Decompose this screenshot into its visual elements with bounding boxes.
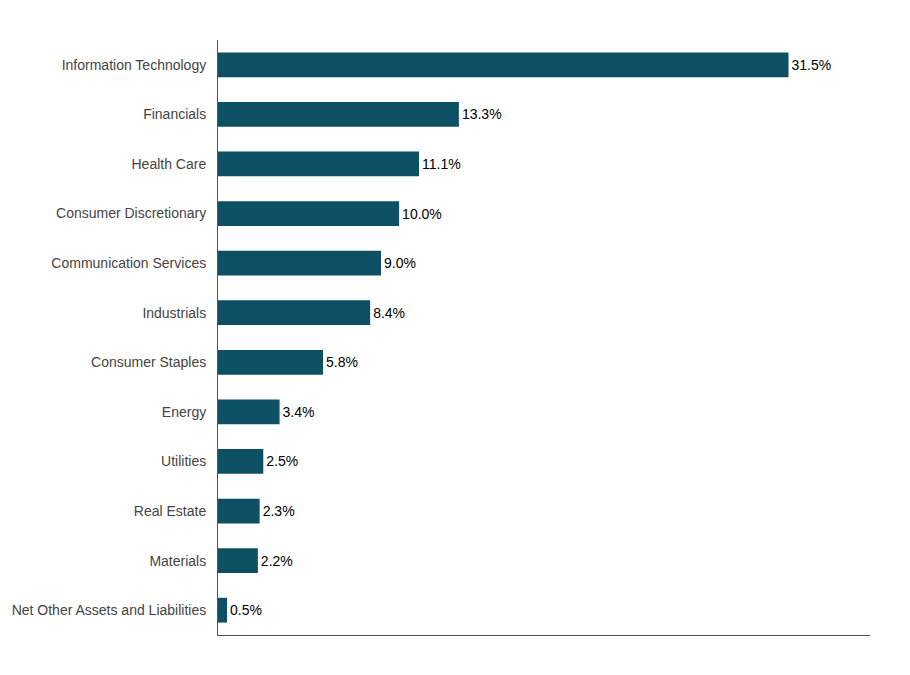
- svg-text:31.5%: 31.5%: [792, 57, 832, 73]
- svg-text:Information Technology: Information Technology: [62, 57, 207, 73]
- svg-text:Industrials: Industrials: [142, 305, 206, 321]
- svg-text:2.3%: 2.3%: [263, 503, 295, 519]
- svg-text:Materials: Materials: [149, 553, 206, 569]
- svg-text:9.0%: 9.0%: [384, 255, 416, 271]
- svg-text:8.4%: 8.4%: [373, 305, 405, 321]
- svg-text:3.4%: 3.4%: [283, 404, 315, 420]
- svg-text:2.5%: 2.5%: [266, 453, 298, 469]
- svg-text:Net Other Assets and Liabiliti: Net Other Assets and Liabilities: [12, 602, 207, 618]
- svg-text:Consumer Discretionary: Consumer Discretionary: [56, 205, 206, 221]
- svg-text:Real Estate: Real Estate: [134, 503, 207, 519]
- svg-text:2.2%: 2.2%: [261, 553, 293, 569]
- svg-text:Health Care: Health Care: [131, 156, 206, 172]
- svg-text:11.1%: 11.1%: [422, 156, 461, 172]
- svg-text:5.8%: 5.8%: [326, 354, 358, 370]
- svg-text:13.3%: 13.3%: [462, 106, 502, 122]
- svg-text:Consumer Staples: Consumer Staples: [91, 354, 206, 370]
- svg-text:10.0%: 10.0%: [402, 206, 442, 222]
- svg-text:Financials: Financials: [143, 106, 206, 122]
- svg-text:0.5%: 0.5%: [230, 602, 262, 618]
- svg-text:Communication Services: Communication Services: [51, 255, 206, 271]
- svg-text:Energy: Energy: [162, 404, 206, 420]
- svg-text:Utilities: Utilities: [161, 453, 206, 469]
